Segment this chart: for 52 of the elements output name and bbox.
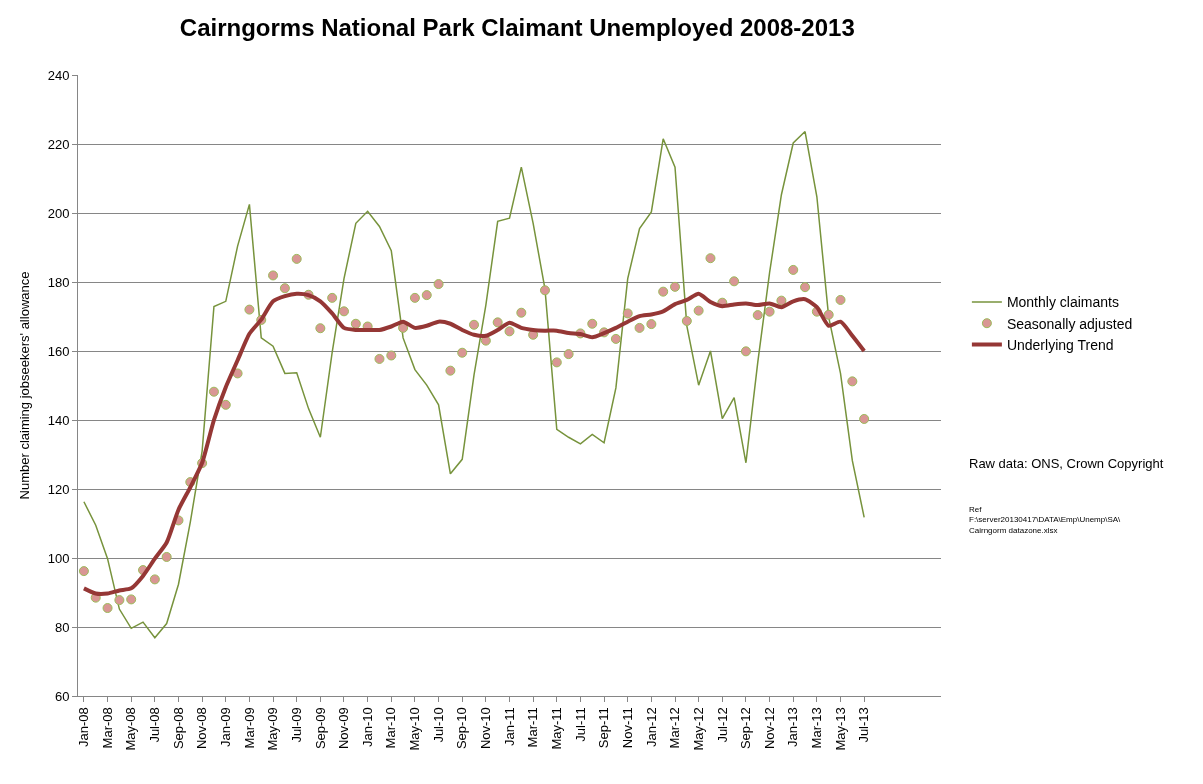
x-tick-label: Nov-09 bbox=[336, 707, 352, 750]
y-tick-label: 100 bbox=[47, 550, 70, 566]
y-tick-label: 60 bbox=[54, 688, 70, 704]
y-tick-label: 220 bbox=[47, 136, 70, 152]
x-tick-label: Mar-09 bbox=[241, 707, 257, 749]
x-tick-label: Jul-11 bbox=[572, 707, 588, 742]
line-series bbox=[83, 130, 865, 639]
x-tick-label: Mar-11 bbox=[525, 707, 541, 748]
legend-label: Underlying Trend bbox=[1006, 336, 1114, 353]
y-tick-label: 140 bbox=[47, 412, 70, 428]
x-tick-label: May-13 bbox=[832, 707, 848, 751]
legend-label: Monthly claimants bbox=[1006, 294, 1119, 311]
y-tick-label: 240 bbox=[47, 67, 70, 83]
x-tick-label: Jan-13 bbox=[785, 707, 801, 747]
x-tick-label: Jul-12 bbox=[714, 707, 730, 743]
x-tick-label: Sep-08 bbox=[170, 707, 186, 750]
chart-title: Cairngorms National Park Claimant Unemployed 2008-2013 bbox=[179, 14, 855, 42]
x-tick-label: Nov-12 bbox=[761, 707, 777, 750]
y-axis-title: Number claiming jobseekers' allowance bbox=[16, 271, 32, 500]
x-tick-label: Nov-11 bbox=[619, 707, 635, 749]
x-tick-label: Jul-13 bbox=[856, 707, 872, 743]
y-tick-label: 180 bbox=[47, 274, 70, 290]
x-tick-label: Jul-09 bbox=[288, 707, 304, 743]
x-tick-label: May-08 bbox=[123, 707, 139, 751]
x-tick-label: Jan-09 bbox=[218, 707, 233, 747]
x-tick-label: May-10 bbox=[407, 707, 423, 751]
y-tick-label: 200 bbox=[47, 205, 70, 221]
x-tick-label: May-11 bbox=[549, 707, 565, 750]
text: Raw data: ONS, Crown Copyright bbox=[969, 456, 1164, 471]
x-tick-label: Mar-08 bbox=[99, 707, 115, 749]
x-tick-label: May-12 bbox=[690, 707, 706, 751]
x-tick-label: Sep-09 bbox=[312, 707, 328, 750]
x-tick-label: May-09 bbox=[265, 707, 281, 751]
x-tick-label: Nov-10 bbox=[478, 707, 494, 750]
x-tick-label: Jan-08 bbox=[76, 707, 92, 747]
x-tick-label: Mar-13 bbox=[809, 707, 825, 749]
x-tick-label: Jan-11 bbox=[501, 707, 517, 746]
y-tick-label: 120 bbox=[47, 481, 70, 497]
x-tick-label: Jan-12 bbox=[643, 707, 659, 747]
x-tick-label: Nov-08 bbox=[194, 707, 210, 750]
text: Ref F:\server20130417\DATA\Emp\Unemp\SA\ Cairngorm datazone.xlsx bbox=[969, 505, 1122, 535]
x-tick-label: Jul-10 bbox=[430, 707, 446, 743]
legend-label: Seasonally adjusted bbox=[1006, 315, 1133, 332]
y-tick-label: 160 bbox=[47, 343, 70, 359]
x-tick-label: Mar-12 bbox=[667, 707, 683, 749]
x-tick-label: Sep-11 bbox=[596, 707, 612, 749]
x-tick-label: Mar-10 bbox=[383, 707, 399, 749]
y-tick-label: 80 bbox=[54, 619, 70, 635]
x-tick-label: Sep-10 bbox=[454, 707, 470, 750]
x-tick-label: Jan-10 bbox=[359, 707, 375, 747]
x-tick-label: Jul-08 bbox=[147, 707, 163, 743]
x-tick-label: Sep-12 bbox=[738, 707, 754, 750]
